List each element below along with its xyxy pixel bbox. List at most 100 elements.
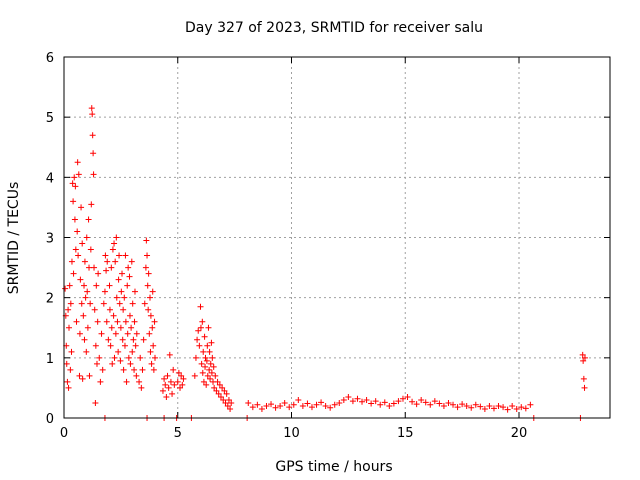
- data-point: [65, 384, 72, 391]
- data-point: [418, 396, 425, 403]
- data-point: [445, 399, 452, 406]
- y-axis-label: SRMTID / TECUs: [6, 182, 22, 295]
- data-point: [579, 351, 586, 358]
- data-point: [62, 285, 69, 292]
- data-point: [99, 366, 106, 373]
- data-point: [124, 330, 131, 337]
- y-tick-label: 0: [46, 412, 54, 427]
- axis-ticks: 0 5 10 15 20 0 1 2 3 4 5 6: [46, 51, 610, 441]
- data-point: [85, 216, 92, 223]
- data-point: [202, 354, 209, 361]
- data-point: [377, 401, 384, 408]
- data-point: [349, 398, 356, 405]
- data-point: [93, 360, 100, 367]
- data-point: [404, 393, 411, 400]
- data-point: [527, 401, 534, 408]
- data-point: [140, 336, 147, 343]
- data-point: [481, 405, 488, 412]
- data-point: [130, 336, 137, 343]
- chart-title: Day 327 of 2023, SRMTID for receiver sal…: [185, 20, 483, 36]
- data-point: [69, 180, 76, 187]
- data-point: [313, 401, 320, 408]
- data-point: [149, 288, 156, 295]
- data-point: [179, 381, 186, 388]
- data-point: [141, 300, 148, 307]
- data-point: [89, 111, 96, 118]
- data-point: [65, 306, 72, 313]
- data-point: [117, 324, 124, 331]
- data-point: [581, 354, 588, 361]
- data-point: [67, 300, 74, 307]
- data-point: [76, 372, 83, 379]
- data-point: [175, 369, 182, 376]
- data-point: [150, 366, 157, 373]
- data-point: [112, 258, 119, 265]
- data-point: [63, 360, 70, 367]
- data-point: [213, 387, 220, 394]
- data-point: [372, 398, 379, 405]
- data-point: [129, 300, 136, 307]
- data-point: [386, 402, 393, 409]
- data-point: [214, 378, 221, 385]
- data-point: [363, 396, 370, 403]
- data-point: [81, 282, 88, 289]
- data-point: [299, 402, 306, 409]
- data-point: [120, 366, 127, 373]
- data-point: [580, 357, 587, 364]
- data-point: [84, 324, 91, 331]
- data-point: [91, 264, 98, 271]
- data-point: [94, 318, 101, 325]
- x-tick-label: 5: [174, 426, 182, 441]
- data-point: [199, 318, 206, 325]
- data-point: [221, 387, 228, 394]
- data-point: [164, 372, 171, 379]
- data-point: [422, 399, 429, 406]
- data-point: [427, 401, 434, 408]
- data-point: [104, 258, 111, 265]
- data-points: [62, 105, 588, 421]
- data-point: [126, 312, 133, 319]
- data-point: [219, 384, 226, 391]
- data-point: [150, 342, 157, 349]
- data-point: [463, 402, 470, 409]
- data-point: [147, 348, 154, 355]
- data-point: [139, 366, 146, 373]
- data-point: [148, 360, 155, 367]
- data-point: [91, 306, 98, 313]
- data-point: [144, 252, 151, 259]
- data-point: [225, 396, 232, 403]
- y-tick-label: 1: [46, 352, 54, 367]
- data-point: [71, 174, 78, 181]
- data-point: [74, 159, 81, 166]
- data-point: [192, 354, 199, 361]
- data-point: [132, 342, 139, 349]
- x-axis-label: GPS time / hours: [275, 459, 392, 475]
- data-point: [123, 378, 130, 385]
- data-point: [145, 270, 152, 277]
- data-point: [81, 258, 88, 265]
- data-point: [390, 400, 397, 407]
- data-point: [268, 401, 275, 408]
- data-point: [79, 240, 86, 247]
- data-point: [112, 330, 119, 337]
- data-point: [129, 348, 136, 355]
- data-point: [92, 399, 99, 406]
- data-point: [354, 395, 361, 402]
- data-point: [103, 267, 110, 274]
- data-point: [227, 405, 234, 412]
- data-point: [170, 366, 177, 373]
- data-point: [194, 336, 201, 343]
- data-point: [108, 264, 115, 271]
- data-point: [472, 401, 479, 408]
- data-point: [76, 330, 83, 337]
- data-point: [109, 360, 116, 367]
- data-point: [162, 381, 169, 388]
- data-point: [124, 282, 131, 289]
- data-point: [258, 405, 265, 412]
- data-point: [92, 342, 99, 349]
- data-point: [103, 318, 110, 325]
- data-point: [224, 402, 231, 409]
- data-point: [109, 246, 116, 253]
- data-point: [440, 402, 447, 409]
- data-point: [413, 401, 420, 408]
